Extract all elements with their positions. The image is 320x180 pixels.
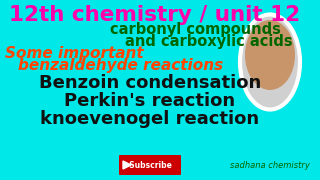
- Text: Perkin's reaction: Perkin's reaction: [64, 92, 236, 110]
- Text: sadhana chemistry: sadhana chemistry: [230, 161, 310, 170]
- Text: 12th chemistry / unit 12: 12th chemistry / unit 12: [9, 5, 300, 25]
- Text: Some important: Some important: [5, 46, 144, 61]
- Polygon shape: [123, 161, 131, 169]
- Text: carbonyl compounds: carbonyl compounds: [110, 22, 281, 37]
- Ellipse shape: [245, 20, 295, 90]
- FancyBboxPatch shape: [119, 155, 181, 175]
- Text: Subscribe: Subscribe: [124, 161, 172, 170]
- Text: knoevenogel reaction: knoevenogel reaction: [40, 110, 260, 128]
- Ellipse shape: [240, 15, 300, 109]
- Text: benzaldehyde reactions: benzaldehyde reactions: [18, 58, 223, 73]
- Text: Benzoin condensation: Benzoin condensation: [39, 74, 261, 92]
- Text: and carboxylic acids: and carboxylic acids: [125, 34, 292, 49]
